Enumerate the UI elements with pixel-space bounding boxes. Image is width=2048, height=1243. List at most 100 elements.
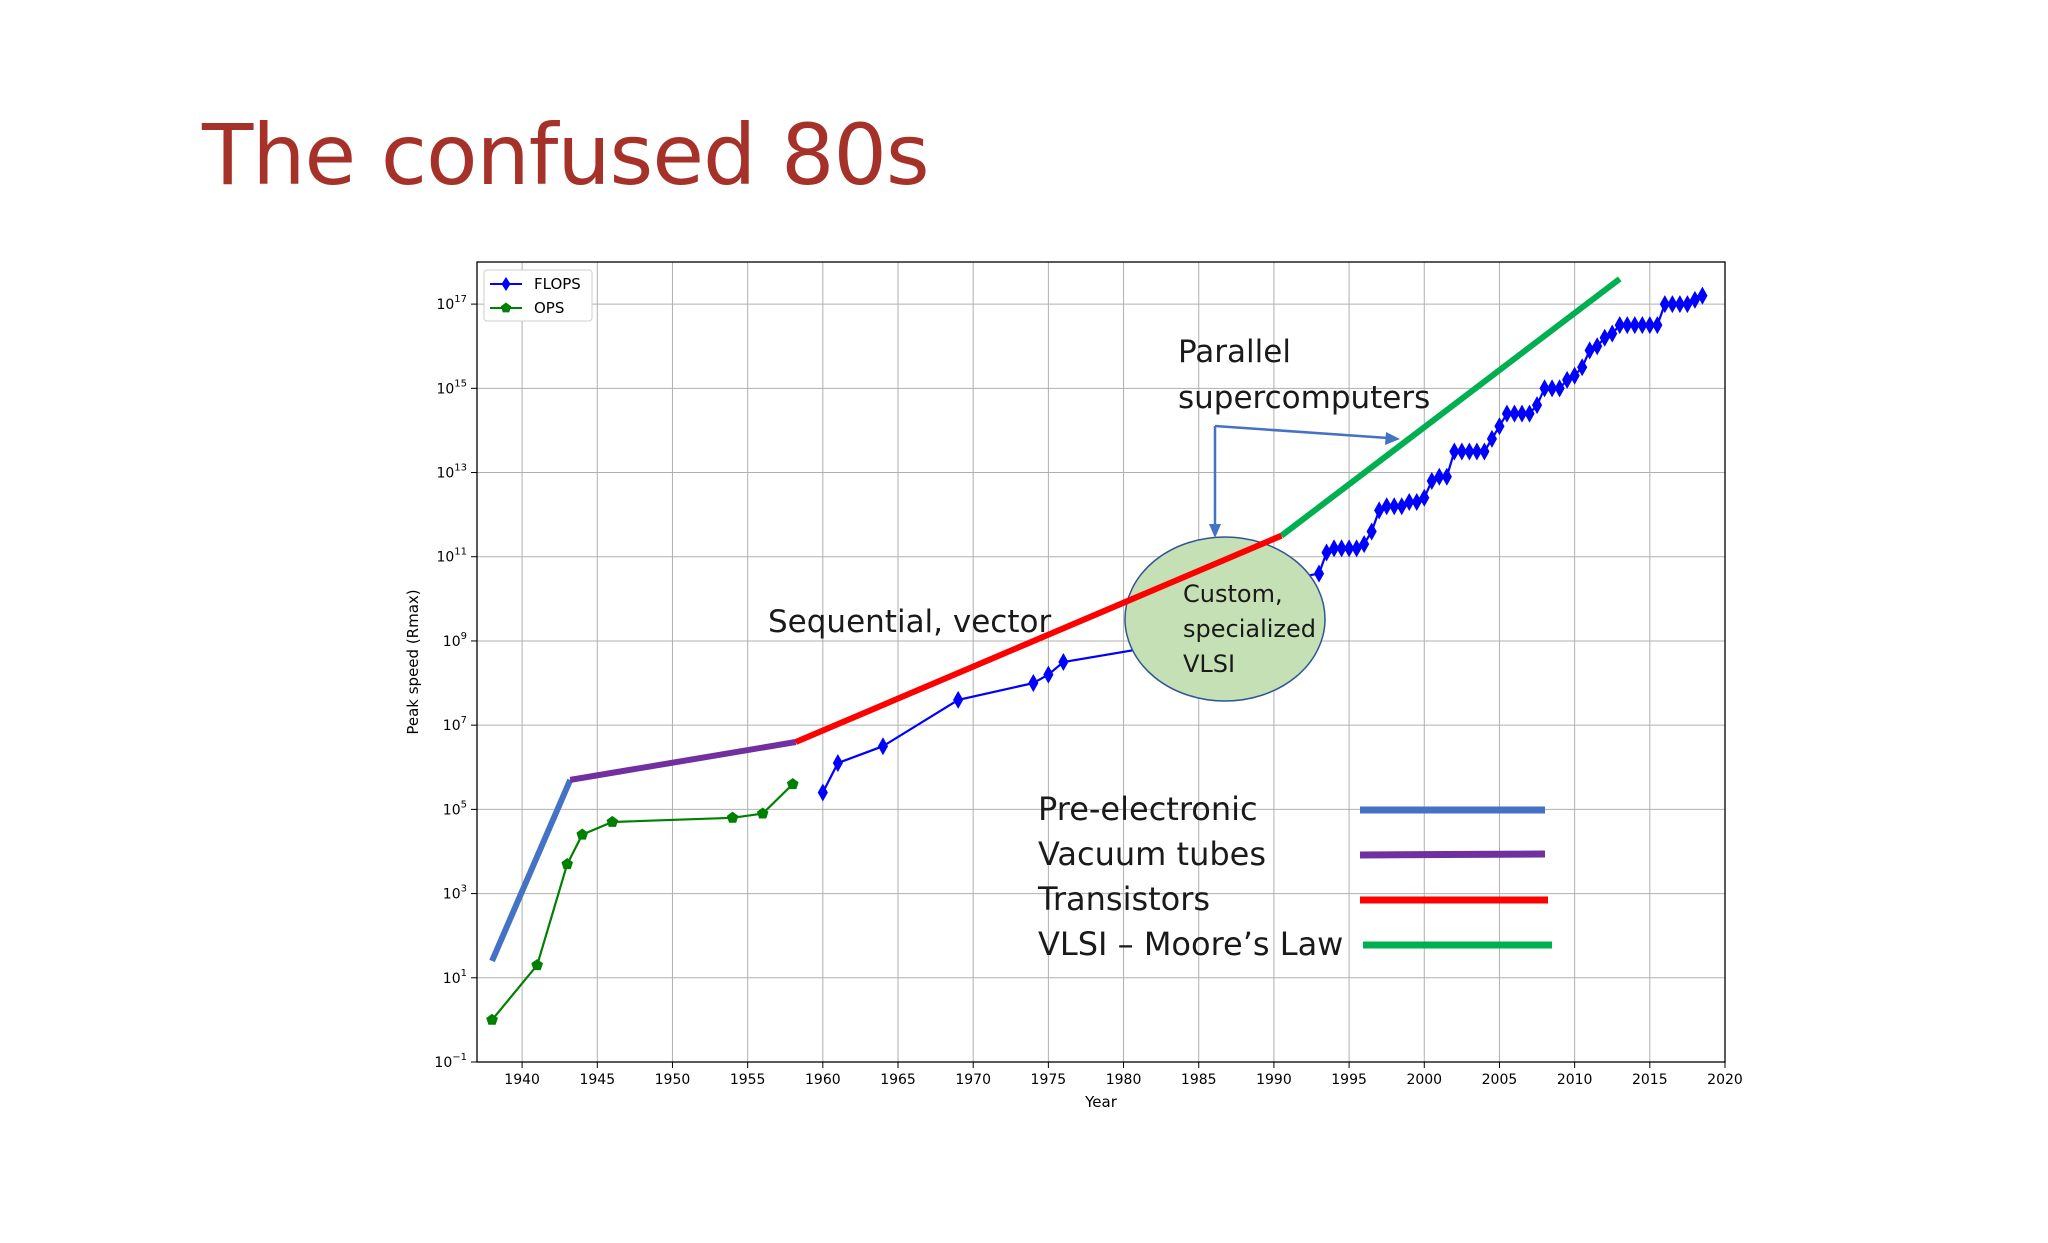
- x-tick-label: 1985: [1181, 1072, 1217, 1088]
- data-point-flops: [1351, 539, 1362, 558]
- bubble-text-line2: specialized: [1183, 615, 1316, 643]
- data-point-flops: [1607, 324, 1618, 343]
- data-point-flops: [1652, 316, 1663, 335]
- x-tick-label: 1945: [579, 1072, 615, 1088]
- data-point-flops: [1441, 467, 1452, 486]
- y-tick-label: 1011: [436, 547, 467, 566]
- x-tick-label: 1950: [655, 1072, 691, 1088]
- y-tick-label: 107: [443, 715, 467, 734]
- data-point-flops: [1531, 396, 1543, 415]
- x-tick-label: 2000: [1406, 1072, 1442, 1088]
- data-point-flops: [1426, 471, 1437, 490]
- y-tick-label: 109: [443, 631, 467, 650]
- data-point-flops: [1321, 543, 1332, 562]
- trend-line-vacuum-tubes: [569, 739, 797, 783]
- trend-line-pre-electronic: [489, 778, 573, 963]
- data-point-flops: [1374, 501, 1385, 520]
- arrow-head-down: [1209, 524, 1221, 538]
- data-point-flops: [1674, 295, 1685, 314]
- data-point-flops: [1494, 417, 1505, 436]
- x-tick-label: 2020: [1707, 1072, 1743, 1088]
- x-tick-label: 1980: [1106, 1072, 1142, 1088]
- data-point-flops: [1644, 316, 1655, 335]
- y-tick-label: 101: [443, 968, 467, 987]
- data-point-flops: [1058, 652, 1069, 672]
- bubble-text-line3: VLSI: [1183, 650, 1235, 678]
- annotation-sequential: Sequential, vector: [768, 604, 1051, 640]
- trend-line-vlsi: [1279, 276, 1622, 539]
- x-axis-label: Year: [1084, 1093, 1118, 1111]
- data-point-flops: [1404, 492, 1415, 512]
- data-point-flops: [1689, 290, 1701, 309]
- data-point-flops: [1697, 286, 1708, 305]
- data-point-flops: [1509, 404, 1520, 423]
- legend-label-ops: OPS: [534, 299, 564, 317]
- data-point-flops: [817, 783, 828, 802]
- arrow-shaft-right: [1214, 424, 1389, 440]
- era-key-vacuum-tubes-label: Vacuum tubes: [1038, 835, 1266, 873]
- plot-area: [477, 262, 1725, 1062]
- data-point-flops: [1359, 535, 1370, 554]
- data-point-flops: [1336, 539, 1347, 558]
- x-tick-label: 2005: [1482, 1072, 1518, 1088]
- data-point-flops: [877, 737, 889, 756]
- data-point-flops: [1584, 341, 1595, 360]
- x-tick-label: 1965: [880, 1072, 916, 1088]
- data-point-flops: [1028, 674, 1039, 693]
- data-point-flops: [1554, 379, 1565, 398]
- legend-marker-ops: [500, 302, 512, 313]
- data-point-flops: [1667, 295, 1678, 314]
- y-tick-label: 1015: [436, 378, 467, 397]
- x-tick-label: 1990: [1256, 1072, 1292, 1088]
- data-point-flops: [1659, 295, 1670, 314]
- y-axis-label: Peak speed (Rmax): [404, 589, 422, 734]
- x-tick-label: 1970: [955, 1072, 991, 1088]
- data-point-flops: [1389, 497, 1400, 516]
- data-point-flops: [1486, 429, 1498, 448]
- data-point-ops: [561, 857, 573, 870]
- era-key-transistors-label: Transistors: [1037, 880, 1210, 918]
- data-point-flops: [1547, 379, 1558, 398]
- x-tick-label: 1975: [1031, 1072, 1067, 1088]
- data-point-flops: [1577, 358, 1588, 377]
- y-tick-label: 103: [443, 884, 467, 903]
- data-point-flops: [1524, 404, 1535, 423]
- data-point-flops: [1516, 404, 1528, 423]
- data-point-flops: [1313, 564, 1325, 583]
- legend-marker-flops: [501, 277, 511, 291]
- x-tick-label: 1955: [730, 1072, 766, 1088]
- y-tick-label: 1013: [436, 463, 467, 482]
- data-point-flops: [1419, 488, 1430, 507]
- trend-line-transistors: [794, 532, 1283, 745]
- data-point-flops: [1411, 492, 1422, 512]
- data-point-flops: [1366, 522, 1377, 541]
- series-line-ops: [491, 783, 794, 1021]
- y-tick-label: 10−1: [434, 1052, 467, 1071]
- x-tick-label: 1960: [805, 1072, 841, 1088]
- era-key-vlsi-label: VLSI – Moore’s Law: [1038, 925, 1343, 963]
- data-point-flops: [832, 754, 843, 773]
- data-point-ops: [756, 807, 769, 819]
- data-point-flops: [1637, 316, 1648, 335]
- data-point-flops: [1449, 442, 1460, 461]
- data-point-flops: [1562, 370, 1573, 389]
- data-point-flops: [1539, 379, 1550, 398]
- data-point-flops: [1396, 497, 1407, 516]
- data-point-flops: [1682, 295, 1693, 314]
- era-key-pre-electronic-label: Pre-electronic: [1038, 790, 1258, 828]
- data-point-flops: [1471, 442, 1482, 461]
- data-point-flops: [1569, 366, 1580, 385]
- data-point-ops: [786, 777, 799, 790]
- era-key-vacuum-tubes-line: [1359, 850, 1546, 859]
- data-point-flops: [1629, 316, 1640, 335]
- x-tick-label: 2010: [1557, 1072, 1593, 1088]
- data-point-flops: [1592, 337, 1603, 356]
- data-point-flops: [1501, 404, 1513, 423]
- data-point-ops: [576, 828, 589, 840]
- plot-frame: [476, 261, 1726, 1063]
- data-point-ops: [486, 1013, 498, 1025]
- arrow-head-right: [1385, 432, 1400, 445]
- data-point-flops: [1043, 665, 1054, 684]
- data-point-flops: [1328, 539, 1340, 558]
